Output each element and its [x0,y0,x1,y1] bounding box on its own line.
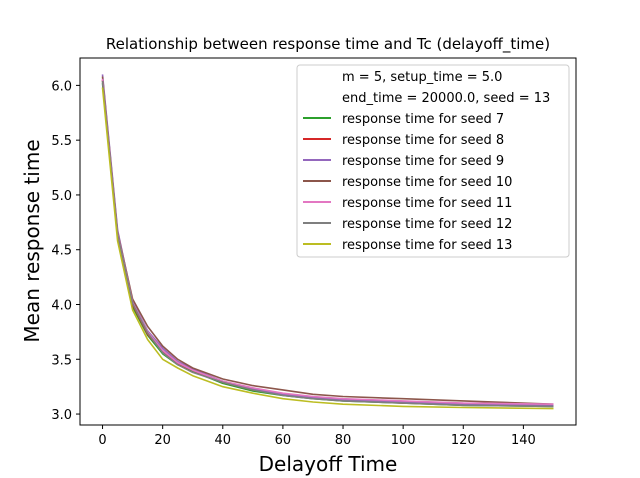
x-tick-label: 120 [451,433,476,448]
legend-label: response time for seed 7 [342,112,504,127]
chart-title: Relationship between response time and T… [106,35,550,54]
y-tick-label: 5.0 [51,189,72,204]
x-tick-label: 20 [154,433,171,448]
x-tick-label: 0 [98,433,106,448]
y-tick-label: 4.5 [51,244,72,259]
legend-label: response time for seed 9 [342,154,504,169]
y-axis-ticks: 3.0 3.5 4.0 4.5 5.0 5.5 6.0 [51,79,80,423]
legend-header-line-1: m = 5, setup_time = 5.0 [342,70,502,85]
legend-box [296,64,570,258]
x-tick-label: 80 [335,433,352,448]
x-axis-label: Delayoff Time [259,452,398,476]
legend-label: response time for seed 8 [342,133,504,148]
plot-frame [79,57,577,426]
x-tick-label: 100 [391,433,416,448]
legend-header-line-2: end_time = 20000.0, seed = 13 [342,91,550,106]
series-line [101,87,554,410]
y-tick-label: 6.0 [51,79,72,94]
legend-entries: response time for seed 7 response time fo… [303,112,512,253]
plot-lines [101,74,554,410]
legend-label: response time for seed 11 [342,196,512,211]
x-tick-label: 40 [215,433,232,448]
y-tick-label: 3.5 [51,353,72,368]
legend-label: response time for seed 10 [342,175,512,190]
y-tick-label: 5.5 [51,134,72,149]
series-line [101,76,554,405]
x-tick-label: 140 [511,433,536,448]
y-tick-label: 4.0 [51,298,72,313]
legend-label: response time for seed 12 [342,217,512,232]
y-tick-label: 3.0 [51,408,72,423]
y-axis-label: Mean response time [20,139,44,342]
legend: m = 5, setup_time = 5.0 end_time = 20000… [296,64,570,258]
x-axis-ticks: 0 20 40 60 80 100 120 140 [98,425,536,448]
legend-label: response time for seed 13 [342,238,512,253]
x-tick-label: 60 [275,433,292,448]
series-line [101,80,554,408]
